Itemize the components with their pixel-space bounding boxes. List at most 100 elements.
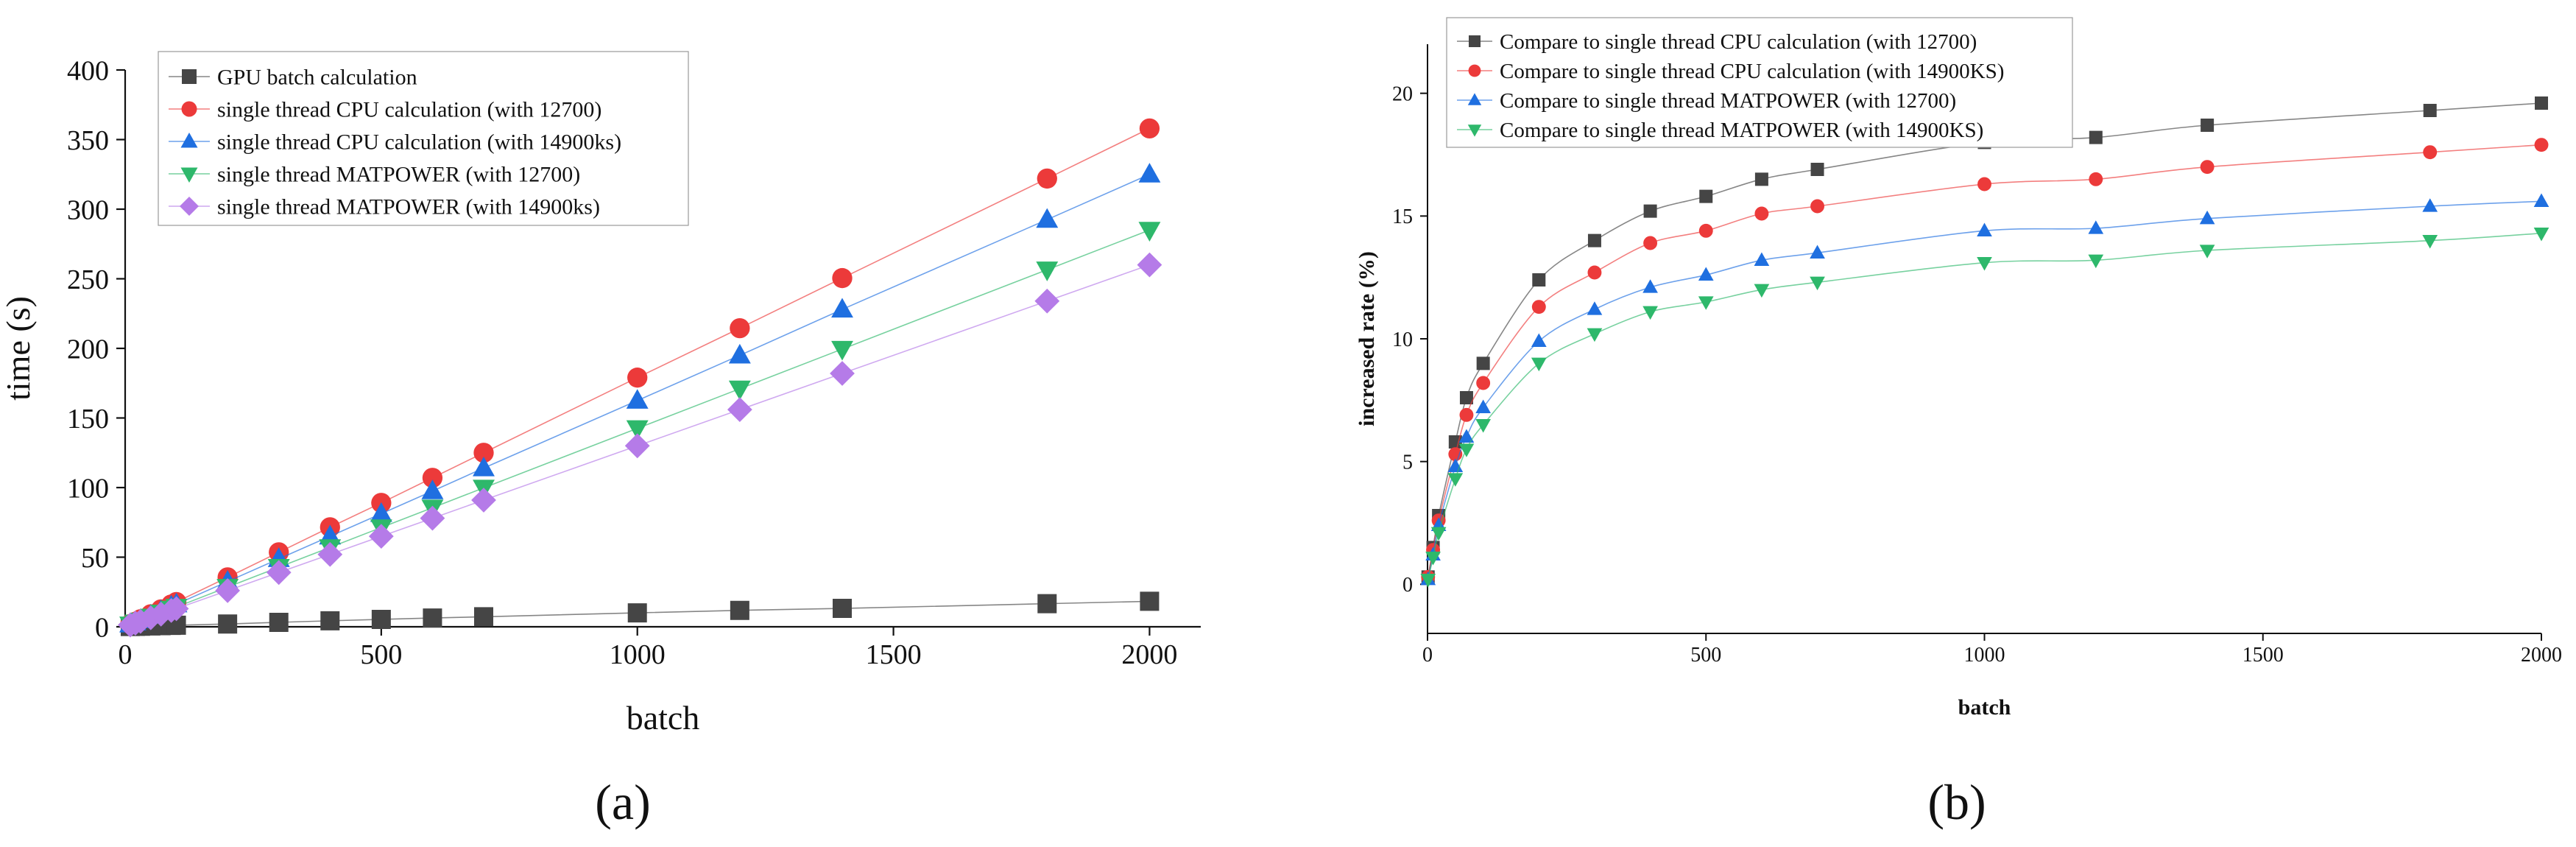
x-tick-label: 1000 bbox=[1964, 644, 2005, 667]
data-point bbox=[471, 488, 496, 513]
legend-entry: Compare to single thread CPU calculation… bbox=[1500, 60, 2004, 83]
y-tick-label: 50 bbox=[81, 543, 109, 574]
chart-a: 0 500 1000 1500 2000 0 50 100 150 200 250 300 350 400… bbox=[0, 51, 1201, 830]
legend-entry: single thread MATPOWER (with 14900ks) bbox=[217, 195, 600, 219]
data-point bbox=[2533, 193, 2549, 207]
data-point bbox=[2535, 96, 2548, 110]
data-point bbox=[2089, 172, 2103, 186]
data-point bbox=[371, 609, 391, 629]
data-point bbox=[2088, 220, 2104, 234]
x-tick-label: 2000 bbox=[1121, 639, 1177, 670]
x-tick-label: 2000 bbox=[2521, 644, 2562, 667]
data-point bbox=[218, 614, 238, 634]
data-point bbox=[215, 577, 241, 603]
data-point bbox=[2089, 130, 2103, 144]
data-point bbox=[1810, 199, 1824, 214]
data-point bbox=[266, 560, 292, 586]
data-point bbox=[1531, 357, 1547, 372]
data-point bbox=[1587, 301, 1603, 315]
data-point bbox=[2534, 138, 2549, 152]
legend-entry: single thread MATPOWER (with 12700) bbox=[217, 163, 580, 187]
data-point bbox=[423, 608, 442, 628]
data-point bbox=[2199, 210, 2215, 225]
data-point bbox=[1458, 443, 1475, 457]
x-tick-label: 0 bbox=[1422, 644, 1433, 667]
data-point bbox=[1476, 376, 1491, 390]
y-tick-label: 0 bbox=[95, 612, 109, 643]
data-point bbox=[320, 611, 340, 630]
x-axis-label: batch bbox=[1958, 695, 2011, 720]
data-point bbox=[1642, 306, 1658, 320]
data-point bbox=[1458, 429, 1475, 443]
legend-entry: Compare to single thread MATPOWER (with … bbox=[1500, 89, 1956, 113]
chart-b: 0 500 1000 1500 2000 0 5 10 15 20 batch increased r… bbox=[1355, 17, 2562, 830]
data-point bbox=[474, 607, 493, 627]
legend-marker bbox=[181, 101, 197, 117]
data-point bbox=[1459, 407, 1474, 422]
data-point bbox=[1643, 236, 1658, 250]
data-point bbox=[730, 317, 750, 339]
series-cpu14900 bbox=[1420, 193, 2549, 586]
data-point bbox=[2422, 198, 2438, 212]
y-tick-label: 150 bbox=[67, 404, 109, 435]
x-tick-label: 500 bbox=[1690, 644, 1721, 667]
data-point bbox=[626, 420, 649, 440]
data-point bbox=[831, 298, 853, 318]
data-point bbox=[1643, 204, 1657, 218]
data-point bbox=[473, 456, 495, 477]
data-point bbox=[1532, 273, 1546, 287]
data-point bbox=[1531, 300, 1546, 314]
y-tick-label: 15 bbox=[1392, 205, 1413, 228]
data-point bbox=[1420, 574, 1436, 588]
data-point bbox=[473, 443, 494, 463]
data-point bbox=[422, 468, 443, 488]
data-point bbox=[1699, 189, 1713, 203]
data-point bbox=[420, 505, 445, 531]
legend-marker bbox=[1467, 124, 1482, 137]
legend-entry: single thread CPU calculation (with 1490… bbox=[217, 130, 621, 155]
data-point bbox=[1810, 163, 1824, 176]
legend-marker bbox=[1468, 64, 1481, 77]
y-tick-label: 250 bbox=[67, 264, 109, 295]
data-point bbox=[1425, 552, 1441, 566]
data-point bbox=[2201, 119, 2215, 132]
legend-box bbox=[158, 51, 689, 226]
data-point bbox=[1977, 257, 1992, 271]
legend-entry: single thread CPU calculation (with 1270… bbox=[217, 98, 601, 122]
data-point bbox=[1977, 222, 1992, 236]
legend-marker bbox=[180, 133, 198, 148]
data-point bbox=[1139, 118, 1160, 139]
data-point bbox=[2088, 254, 2104, 269]
y-axis-label: increased rate (%) bbox=[1355, 251, 1379, 426]
legend-marker bbox=[180, 167, 198, 183]
data-point bbox=[1698, 267, 1714, 281]
legend-marker bbox=[182, 69, 197, 84]
legend-marker bbox=[1467, 93, 1482, 105]
legend: Compare to single thread CPU calculation… bbox=[1446, 17, 2073, 148]
panel-label: (b) bbox=[1927, 774, 1986, 830]
data-point bbox=[1459, 391, 1473, 404]
data-point bbox=[1137, 252, 1162, 278]
data-point bbox=[1587, 233, 1601, 247]
data-point bbox=[1587, 265, 1602, 280]
data-point bbox=[627, 603, 647, 623]
y-tick-label: 100 bbox=[67, 473, 109, 504]
legend-box bbox=[1446, 17, 2073, 148]
data-point bbox=[1036, 261, 1059, 281]
data-point bbox=[833, 599, 852, 619]
panel-label: (a) bbox=[595, 774, 650, 830]
data-point bbox=[1037, 168, 1057, 189]
legend-marker bbox=[180, 197, 199, 216]
series-cpu12700 bbox=[1421, 138, 2549, 584]
data-point bbox=[626, 389, 649, 409]
data-point bbox=[1138, 222, 1161, 242]
data-point bbox=[727, 397, 752, 423]
data-point bbox=[728, 343, 751, 364]
x-tick-label: 1500 bbox=[2242, 644, 2284, 667]
data-point bbox=[832, 267, 853, 289]
x-tick-label: 500 bbox=[360, 639, 402, 670]
y-tick-label: 5 bbox=[1402, 451, 1413, 474]
data-point bbox=[1587, 328, 1603, 342]
y-axis-label: time (s) bbox=[0, 296, 37, 401]
data-point bbox=[1448, 435, 1462, 449]
